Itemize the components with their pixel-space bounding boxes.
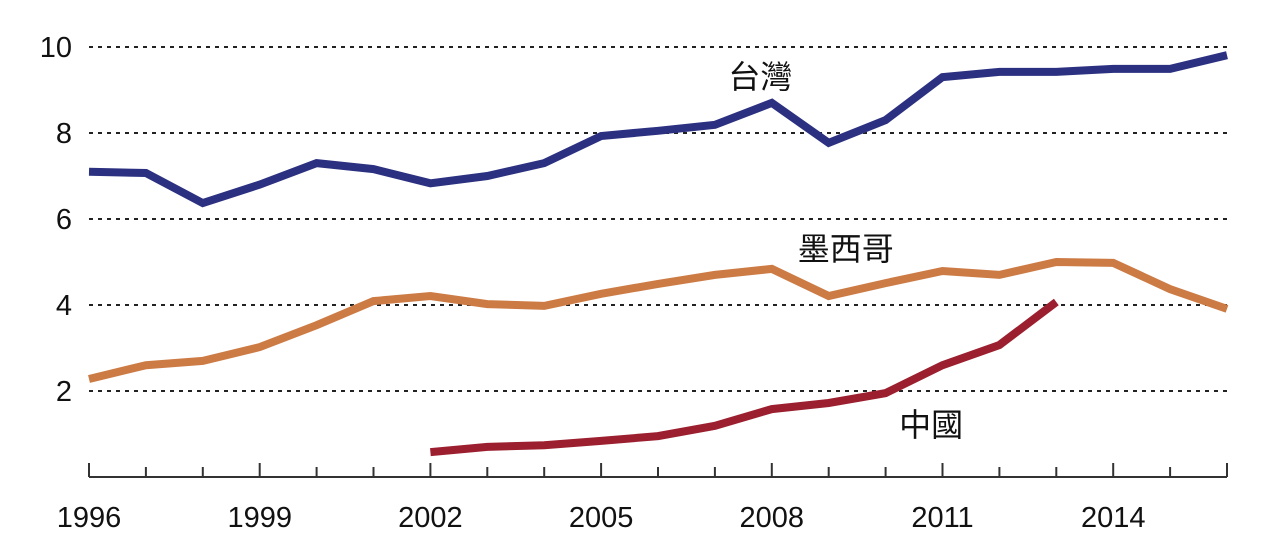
y-tick-label: 2 — [56, 376, 72, 408]
x-tick-label: 2014 — [1081, 502, 1146, 534]
series-label: 墨西哥 — [798, 230, 894, 268]
series-label: 中國 — [899, 406, 963, 444]
series-lines — [88, 51, 1229, 457]
x-tick-label: 2008 — [740, 502, 805, 534]
y-tick-label: 4 — [56, 290, 72, 322]
series-line-1 — [88, 257, 1229, 383]
y-tick-label: 6 — [56, 204, 72, 236]
x-axis-labels: 1996 1999 2002 2005 2008 2011 2014 — [57, 502, 1146, 534]
series-line-0 — [88, 51, 1228, 208]
x-tick-label: 2005 — [569, 502, 634, 534]
gridlines — [89, 46, 1229, 392]
series-label: 台灣 — [728, 58, 792, 96]
y-tick-label: 8 — [56, 118, 72, 150]
series-line-2 — [430, 298, 1059, 457]
x-tick-label: 2011 — [911, 502, 973, 534]
x-tick-label: 1996 — [57, 502, 122, 534]
y-axis-labels: 2 4 6 8 10 — [40, 32, 72, 408]
x-axis — [88, 463, 1228, 478]
x-tick-label: 1999 — [227, 502, 292, 534]
y-tick-label: 10 — [40, 32, 72, 64]
x-tick-label: 2002 — [398, 502, 463, 534]
